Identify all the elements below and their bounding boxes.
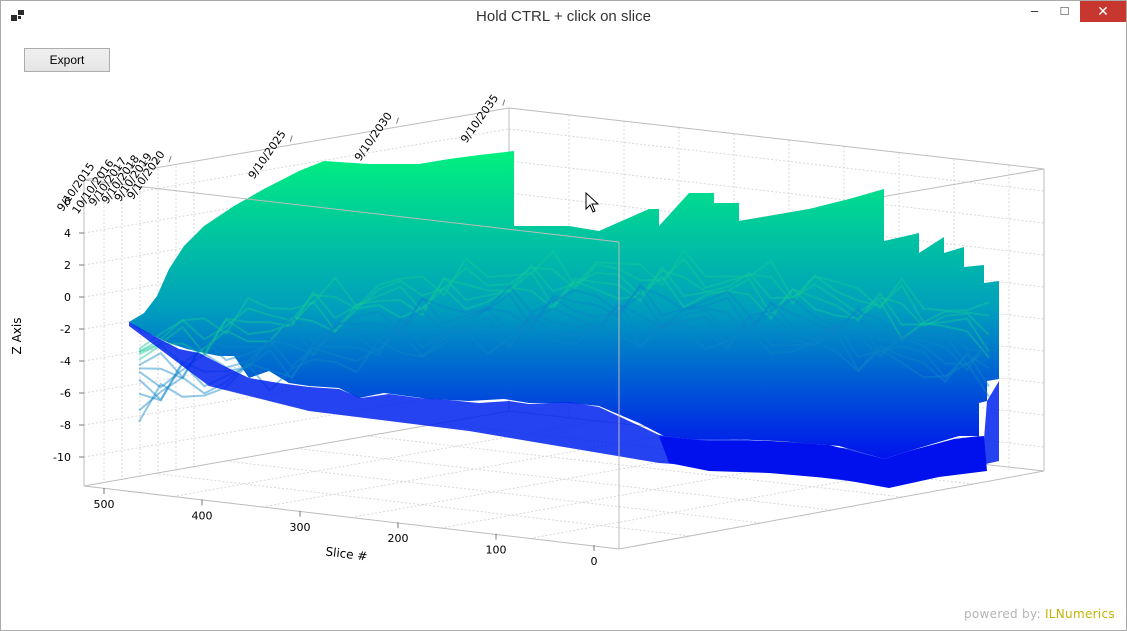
y-tick-label: 9/10/2025 bbox=[246, 128, 289, 182]
x-tick-label: 200 bbox=[388, 532, 409, 545]
surface-slices[interactable] bbox=[129, 151, 999, 488]
z-tick-label: -4 bbox=[60, 355, 71, 368]
minimize-button[interactable]: – bbox=[1030, 3, 1039, 18]
surface-slice-edge bbox=[138, 275, 990, 365]
box-edge bbox=[83, 485, 620, 550]
x-axis-ticks: 500 400 300 200 100 0 bbox=[94, 488, 598, 568]
powered-by-watermark[interactable]: powered by: ILNumerics bbox=[964, 607, 1115, 621]
y-tick-label: 9/10/2030 bbox=[352, 110, 395, 164]
y-tick-mark bbox=[130, 162, 134, 169]
window-title: Hold CTRL + click on slice bbox=[476, 8, 651, 25]
box-edge bbox=[508, 107, 1045, 170]
box-edge bbox=[83, 107, 510, 181]
z-tick-label: 4 bbox=[64, 227, 71, 240]
title-bar[interactable]: Hold CTRL + click on slice – □ ✕ bbox=[1, 1, 1126, 31]
surface-plot[interactable]: 6 4 2 0 -2 -4 -6 -8 -10 500 400 300 200 100 0 9/10/20… bbox=[9, 31, 1119, 623]
box-edge bbox=[618, 470, 1045, 550]
close-button[interactable]: ✕ bbox=[1080, 1, 1126, 22]
watermark-brand: ILNumerics bbox=[1044, 607, 1115, 621]
x-tick-label: 500 bbox=[94, 498, 115, 511]
z-tick-label: 2 bbox=[64, 259, 71, 272]
surface-slice-edge bbox=[138, 284, 990, 379]
box-front-top-edge bbox=[83, 179, 620, 243]
y-tick-mark bbox=[155, 158, 159, 165]
surface-slice-edge bbox=[138, 263, 990, 356]
export-button[interactable]: Export bbox=[24, 48, 110, 72]
z-axis-ticks: 6 4 2 0 -2 -4 -6 -8 -10 bbox=[53, 195, 84, 464]
grid-line bbox=[154, 473, 690, 537]
surface-underside-front bbox=[659, 436, 987, 488]
maximize-button[interactable]: □ bbox=[1060, 3, 1069, 18]
z-tick-label: -10 bbox=[53, 451, 71, 464]
grid-line bbox=[508, 128, 1045, 192]
grid-line bbox=[296, 448, 832, 511]
surface-slice-edge bbox=[138, 303, 990, 402]
x-tick-label: 400 bbox=[192, 509, 213, 522]
grid-line bbox=[225, 460, 761, 524]
surface-slice-edge bbox=[138, 321, 990, 423]
watermark-prefix: powered by: bbox=[964, 607, 1045, 621]
y-tick-mark bbox=[396, 117, 399, 124]
surface-slice-edge bbox=[138, 248, 990, 351]
app-window-icon bbox=[11, 10, 24, 21]
z-axis-label: Z Axis bbox=[10, 318, 24, 355]
z-tick-label: -8 bbox=[60, 419, 71, 432]
mouse-cursor-icon bbox=[585, 191, 600, 213]
y-tick-mark bbox=[502, 99, 506, 106]
z-tick-label: -6 bbox=[60, 387, 71, 400]
client-area: 6 4 2 0 -2 -4 -6 -8 -10 500 400 300 200 100 0 9/10/20… bbox=[9, 31, 1119, 623]
surface-slice-edge bbox=[138, 293, 990, 389]
grid-line bbox=[508, 160, 1045, 224]
y-tick-mark bbox=[98, 167, 102, 175]
grid-line bbox=[367, 435, 903, 498]
z-tick-label: -2 bbox=[60, 323, 71, 336]
y-tick-mark bbox=[168, 155, 172, 163]
x-tick-label: 0 bbox=[591, 555, 598, 568]
x-tick-label: 300 bbox=[290, 521, 311, 534]
y-tick-mark bbox=[117, 164, 121, 171]
surface-slice[interactable] bbox=[129, 151, 999, 459]
y-tick-label: 9/10/2035 bbox=[458, 92, 501, 146]
surface-slice-edge bbox=[138, 282, 990, 380]
y-tick-mark bbox=[143, 160, 147, 167]
surface-slice-edge bbox=[138, 257, 990, 353]
surface-slice-edge bbox=[138, 312, 990, 412]
surface-slice-edge bbox=[138, 265, 990, 358]
x-axis-label: Slice # bbox=[325, 545, 369, 564]
z-tick-label: 6 bbox=[64, 195, 71, 208]
y-tick-mark bbox=[289, 135, 293, 142]
z-tick-label: 0 bbox=[64, 291, 71, 304]
x-tick-label: 100 bbox=[486, 544, 507, 557]
surface-slice-edge bbox=[138, 301, 990, 402]
